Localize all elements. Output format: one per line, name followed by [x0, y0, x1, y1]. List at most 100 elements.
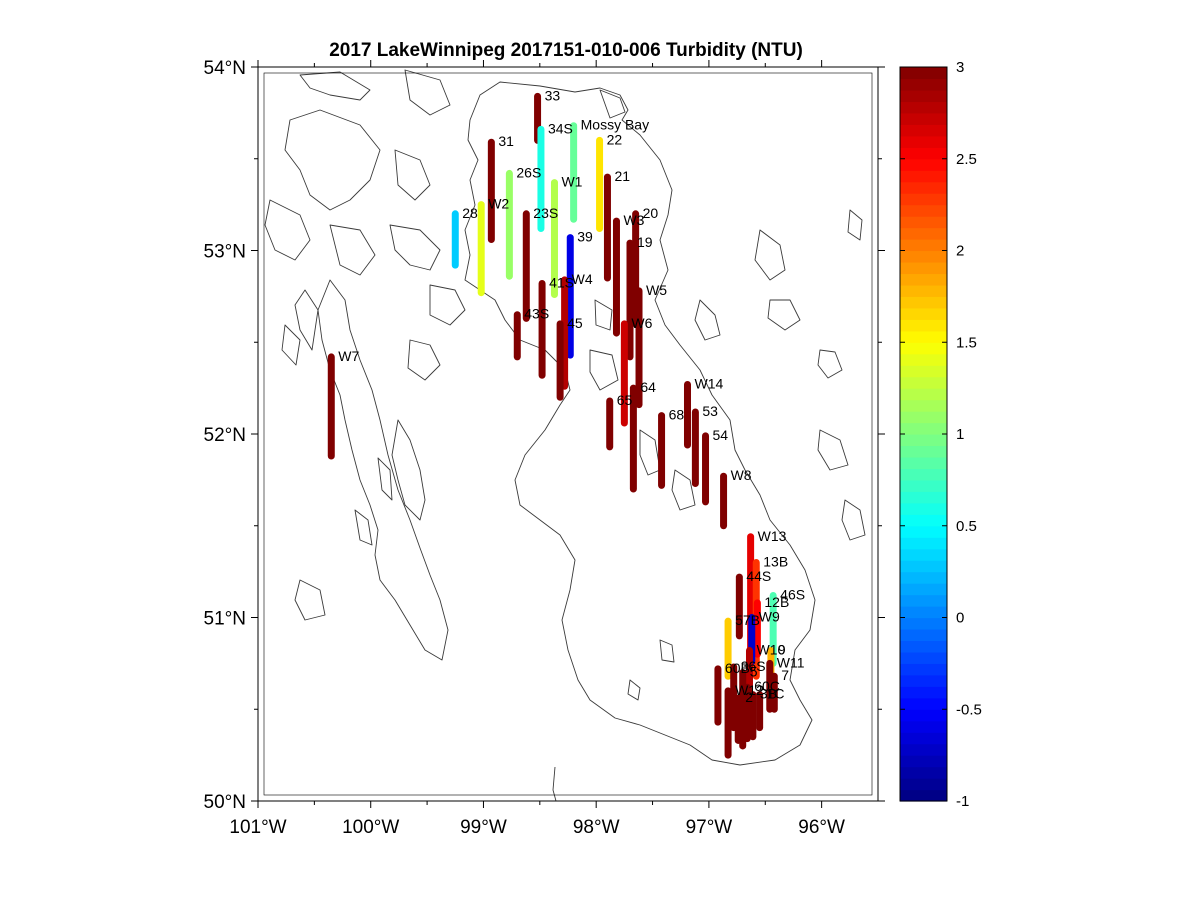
colorbar-segment [900, 502, 947, 515]
station-label-8: 28 [462, 205, 478, 221]
lon-tick-label-2: 99°W [460, 817, 507, 838]
station-label-20: W6 [631, 315, 652, 331]
colorbar-segment [900, 571, 947, 584]
figure-title: 2017 LakeWinnipeg 2017151-010-006 Turbid… [329, 40, 803, 61]
colorbar-segment [900, 158, 947, 171]
station-label-10: 23S [533, 205, 558, 221]
colorbar: -1 -0.5 0 0.5 1 1.5 2 2.5 3 [899, 59, 982, 810]
lon-tick-label-5: 96°W [798, 817, 845, 838]
colorbar-segment [900, 112, 947, 125]
colorbar-segment [900, 514, 947, 527]
colorbar-segment [900, 330, 947, 343]
colorbar-segment [900, 445, 947, 458]
colorbar-segment [900, 617, 947, 630]
colorbar-segment [900, 583, 947, 596]
station-label-30: 13B [763, 553, 788, 569]
station-label-47: 1C [767, 686, 785, 702]
station-label-37: W10 [756, 642, 785, 658]
lon-tick-label-0: 101°W [229, 817, 286, 838]
colorbar-segment [900, 204, 947, 217]
colorbar-segment [900, 284, 947, 297]
lat-tick-label-0: 50°N [204, 792, 246, 813]
station-label-32: 12B [764, 594, 789, 610]
station-label-39: 36S [741, 658, 766, 674]
station-label-40: 5 [750, 664, 758, 680]
colorbar-segment [900, 273, 947, 286]
colorbar-segment [900, 456, 947, 470]
colorbar-segment [900, 216, 947, 229]
colorbar-segment [900, 78, 947, 91]
colorbar-segment [900, 720, 947, 733]
lon-tick-label-3: 98°W [573, 817, 620, 838]
station-label-35: 57B [735, 612, 760, 628]
colorbar-segment [900, 491, 947, 504]
colorbar-label-7: 2.5 [956, 151, 977, 168]
station-label-41: 60B [725, 660, 750, 676]
colorbar-segment [900, 479, 947, 492]
colorbar-segment [900, 147, 947, 160]
colorbar-segment [900, 651, 947, 664]
station-label-3: 22 [607, 131, 623, 147]
lat-tick-label-2: 52°N [204, 425, 246, 446]
station-label-22: 64 [640, 379, 656, 395]
colorbar-segment [900, 227, 947, 240]
colorbar-segment [900, 778, 947, 791]
station-label-45: 2 [745, 689, 753, 705]
colorbar-segment [900, 411, 947, 424]
colorbar-segment [900, 468, 947, 481]
colorbar-label-6: 2 [956, 243, 964, 260]
colorbar-segment [900, 525, 947, 538]
station-label-36: 9 [778, 642, 786, 658]
colorbar-segment [900, 686, 947, 699]
station-label-27: 54 [713, 427, 729, 443]
colorbar-segment [900, 548, 947, 561]
lon-tick-label-4: 97°W [686, 817, 733, 838]
colorbar-segment [900, 376, 947, 389]
station-label-28: W8 [731, 467, 752, 483]
colorbar-segment [900, 365, 947, 378]
station-label-4: 31 [498, 133, 514, 149]
map-inner-border [263, 72, 873, 796]
station-label-14: 19 [637, 234, 653, 250]
station-label-44: W12 [735, 682, 764, 698]
colorbar-segment [900, 399, 947, 412]
colorbar-segment [900, 789, 947, 802]
colorbar-label-1: -0.5 [956, 701, 982, 718]
lat-tick-label-4: 54°N [204, 58, 246, 79]
colorbar-segment [900, 663, 947, 676]
colorbar-segment [900, 135, 947, 148]
colorbar-label-2: 0 [956, 610, 964, 627]
station-label-25: 53 [702, 403, 718, 419]
station-label-18: 43S [524, 306, 549, 322]
colorbar-segment [900, 743, 947, 756]
station-tracks [327, 92, 778, 759]
station-label-23: 65 [617, 392, 633, 408]
station-label-42: 7 [781, 667, 789, 683]
lon-tick-label-1: 100°W [342, 817, 399, 838]
colorbar-segment [900, 353, 947, 366]
station-label-0: 33 [545, 87, 561, 103]
colorbar-segment [900, 193, 947, 206]
colorbar-segment [900, 296, 947, 309]
colorbar-segment [900, 239, 947, 252]
colorbar-segment [900, 319, 947, 332]
station-label-11: W3 [623, 212, 644, 228]
coastline-outlines [264, 69, 866, 801]
colorbar-segment [900, 755, 947, 768]
station-label-29: W13 [758, 528, 787, 544]
station-label-46: 3B [760, 686, 777, 702]
colorbar-segment [900, 697, 947, 710]
colorbar-segment [900, 181, 947, 194]
colorbar-segment [900, 560, 947, 573]
colorbar-segment [900, 674, 947, 687]
colorbar-segment [900, 89, 947, 103]
station-label-2: Mossy Bay [581, 117, 649, 133]
colorbar-segment [900, 67, 947, 80]
colorbar-label-0: -1 [956, 793, 969, 810]
colorbar-segment [900, 537, 947, 550]
station-label-19: 45 [567, 315, 583, 331]
station-label-13: 39 [577, 229, 593, 245]
colorbar-segment [900, 732, 947, 745]
